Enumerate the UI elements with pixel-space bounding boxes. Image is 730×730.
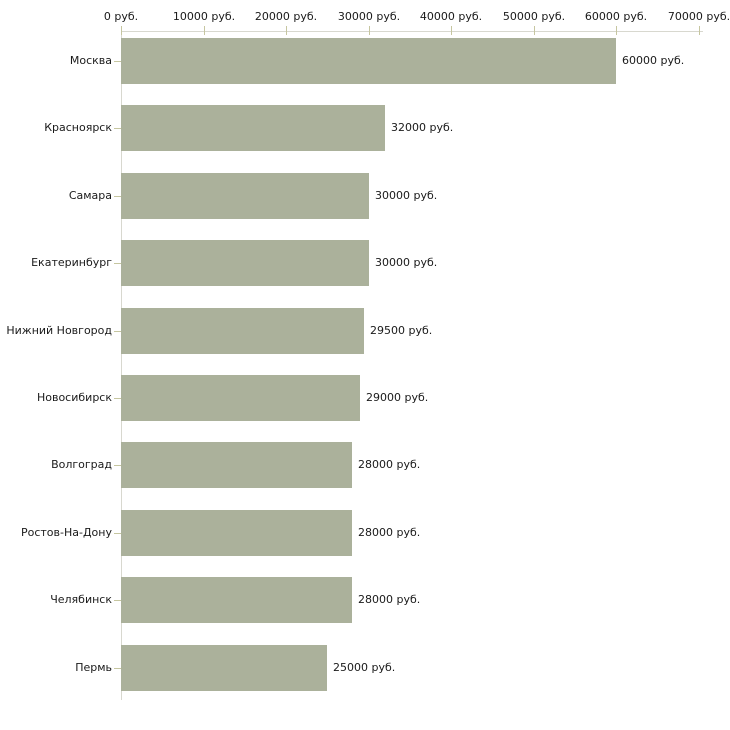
category-label: Новосибирск — [36, 391, 112, 404]
x-axis-tick-label: 70000 руб. — [667, 10, 730, 23]
category-label: Челябинск — [50, 593, 112, 606]
bar — [121, 577, 352, 623]
category-label: Екатеринбург — [31, 256, 112, 269]
value-label: 28000 руб. — [358, 593, 421, 606]
value-label: 25000 руб. — [333, 661, 396, 674]
category-label: Волгоград — [51, 458, 112, 471]
value-label: 60000 руб. — [622, 54, 685, 67]
x-axis-tick-label: 50000 руб. — [502, 10, 566, 23]
bar — [121, 308, 364, 354]
x-axis-tick — [699, 26, 700, 35]
x-axis-tick-label: 30000 руб. — [337, 10, 401, 23]
x-axis-tick — [616, 26, 617, 35]
category-tick — [114, 61, 121, 62]
category-label: Красноярск — [44, 121, 112, 134]
x-axis-tick-label: 10000 руб. — [172, 10, 236, 23]
category-tick — [114, 533, 121, 534]
x-axis-tick — [121, 26, 122, 35]
bar — [121, 173, 369, 219]
bar — [121, 240, 369, 286]
bar — [121, 645, 327, 691]
x-axis-tick — [451, 26, 452, 35]
x-axis-tick — [286, 26, 287, 35]
x-axis-tick — [369, 26, 370, 35]
value-label: 29000 руб. — [366, 391, 429, 404]
y-axis-line — [121, 31, 122, 700]
value-label: 32000 руб. — [391, 121, 454, 134]
category-tick — [114, 263, 121, 264]
category-label: Пермь — [75, 661, 112, 674]
bar — [121, 375, 360, 421]
category-label: Москва — [69, 54, 112, 67]
category-label: Ростов-На-Дону — [20, 526, 112, 539]
category-tick — [114, 600, 121, 601]
bar — [121, 510, 352, 556]
x-axis-tick-label: 20000 руб. — [254, 10, 318, 23]
category-tick — [114, 465, 121, 466]
category-label: Самара — [68, 189, 112, 202]
x-axis-tick-label: 60000 руб. — [584, 10, 648, 23]
x-axis-tick — [204, 26, 205, 35]
category-tick — [114, 128, 121, 129]
bar — [121, 442, 352, 488]
value-label: 28000 руб. — [358, 458, 421, 471]
value-label: 30000 руб. — [375, 256, 438, 269]
category-label: Нижний Новгород — [6, 324, 112, 337]
x-axis-tick-label: 0 руб. — [103, 10, 139, 23]
x-axis-tick-label: 40000 руб. — [419, 10, 483, 23]
category-tick — [114, 196, 121, 197]
x-axis-tick — [534, 26, 535, 35]
x-axis-line — [121, 31, 703, 32]
bar — [121, 105, 385, 151]
category-tick — [114, 331, 121, 332]
value-label: 29500 руб. — [370, 324, 433, 337]
category-tick — [114, 668, 121, 669]
value-label: 30000 руб. — [375, 189, 438, 202]
bar — [121, 38, 616, 84]
category-tick — [114, 398, 121, 399]
value-label: 28000 руб. — [358, 526, 421, 539]
